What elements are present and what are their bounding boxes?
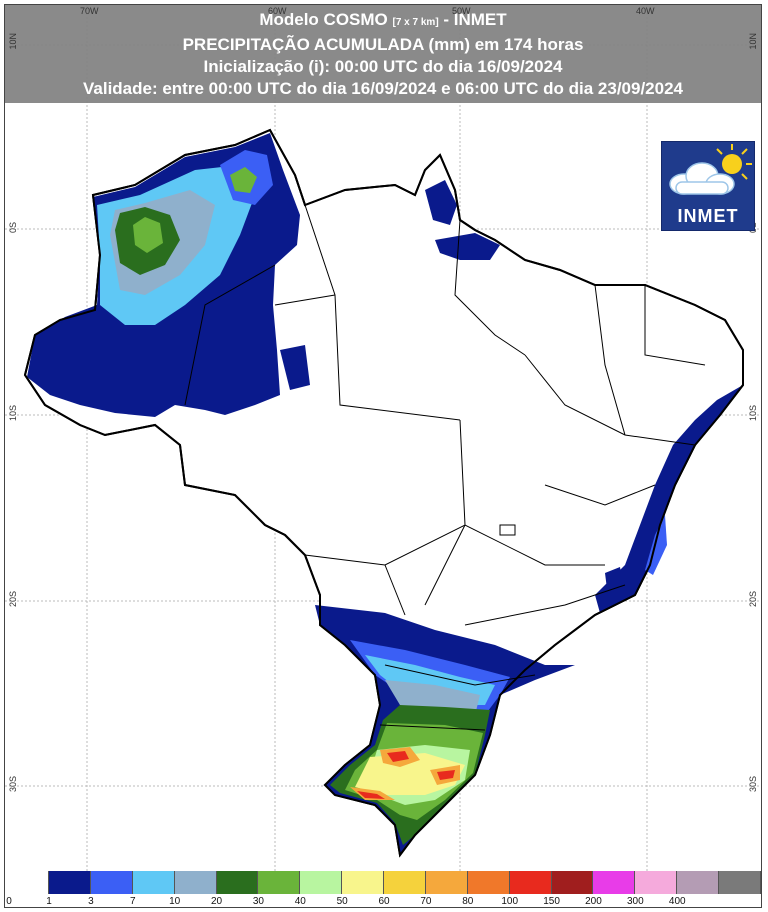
legend-swatch bbox=[300, 871, 343, 894]
tick-left-10n: 10N bbox=[8, 33, 18, 50]
legend-swatch bbox=[677, 871, 720, 894]
header-title: Modelo COSMO [7 x 7 km] - INMET bbox=[5, 9, 761, 34]
rain-area-roraima-darkblue bbox=[280, 345, 310, 390]
legend-swatch bbox=[551, 871, 594, 894]
legend-swatch bbox=[719, 871, 761, 894]
tick-top-50w: 50W bbox=[452, 6, 471, 16]
legend-swatch bbox=[635, 871, 678, 894]
legend-label: 60 bbox=[378, 896, 390, 907]
rain-area-para-coast-darkblue bbox=[435, 233, 500, 260]
inmet-logo: INMET bbox=[661, 141, 755, 231]
legend-label: 20 bbox=[210, 896, 223, 907]
tick-top-60w: 60W bbox=[268, 6, 287, 16]
rain-area-amapa-darkblue bbox=[425, 180, 457, 225]
legend-swatch bbox=[49, 871, 91, 894]
state-borders bbox=[184, 204, 706, 731]
tick-left-10s: 10S bbox=[8, 405, 18, 422]
title-main: Modelo COSMO bbox=[259, 10, 388, 29]
title-org: - INMET bbox=[443, 10, 507, 29]
legend-swatch bbox=[593, 871, 636, 894]
tick-right-10s: 10S bbox=[748, 405, 758, 422]
tick-right-20s: 20S bbox=[748, 591, 758, 608]
tick-top-70w: 70W bbox=[80, 6, 99, 16]
tick-right-30s: 30S bbox=[748, 776, 758, 793]
legend-swatch bbox=[90, 871, 133, 894]
title-resolution: [7 x 7 km] bbox=[392, 17, 439, 28]
legend-label: 3 bbox=[88, 896, 94, 907]
rain-area-northwest-lightgreen bbox=[133, 217, 163, 253]
tick-right-10n: 10N bbox=[748, 33, 758, 50]
brazil-border bbox=[23, 128, 744, 858]
tick-left-0s: 0S bbox=[8, 222, 18, 234]
legend-label: 300 bbox=[627, 896, 644, 907]
legend-swatch bbox=[5, 871, 49, 894]
legend-label: 30 bbox=[252, 896, 264, 907]
legend-swatch bbox=[342, 871, 385, 894]
color-legend: 0 1 3 7 10 20 30 40 50 60 70 80 100 150 200 300 400 bbox=[5, 871, 761, 908]
header-initialization: Inicialização (i): 00:00 UTC do dia 16/0… bbox=[203, 57, 563, 76]
tick-left-20s: 20S bbox=[8, 591, 18, 608]
legend-swatch bbox=[258, 871, 301, 894]
legend-label: 400 bbox=[668, 896, 686, 907]
logo-text: INMET bbox=[677, 206, 739, 226]
legend-swatch bbox=[174, 871, 217, 894]
header-validity: Validade: entre 00:00 UTC do dia 16/09/2… bbox=[82, 79, 683, 98]
rain-area-south-red bbox=[357, 751, 455, 799]
legend-label: 0 bbox=[6, 896, 12, 907]
legend-label: 80 bbox=[462, 896, 474, 907]
cloud-sun-icon bbox=[669, 144, 752, 195]
legend-label: 10 bbox=[169, 896, 181, 907]
legend-label: 50 bbox=[336, 896, 348, 907]
legend-label: 200 bbox=[585, 896, 602, 907]
legend-label: 40 bbox=[294, 896, 306, 907]
rain-area-interior-small bbox=[605, 567, 623, 589]
legend-label: 100 bbox=[501, 896, 519, 907]
tick-top-40w: 40W bbox=[636, 6, 655, 16]
legend-swatch bbox=[425, 871, 468, 894]
legend-swatch bbox=[216, 871, 259, 894]
legend-swatch bbox=[467, 871, 510, 894]
tick-left-30s: 30S bbox=[8, 776, 18, 793]
map-header: Modelo COSMO [7 x 7 km] - INMET PRECIPIT… bbox=[5, 5, 761, 103]
header-variable: PRECIPITAÇÃO ACUMULADA (mm) em 174 horas bbox=[182, 35, 584, 54]
rain-area-north-green-small bbox=[230, 167, 257, 193]
legend-swatch bbox=[384, 871, 426, 894]
legend-label: 150 bbox=[543, 896, 560, 907]
legend-label: 1 bbox=[46, 896, 52, 907]
legend-swatch bbox=[132, 871, 175, 894]
precipitation-map bbox=[5, 5, 761, 871]
legend-label: 7 bbox=[129, 896, 136, 907]
map-area bbox=[5, 5, 761, 871]
legend-label: 70 bbox=[420, 896, 432, 907]
legend-swatch bbox=[509, 871, 552, 894]
